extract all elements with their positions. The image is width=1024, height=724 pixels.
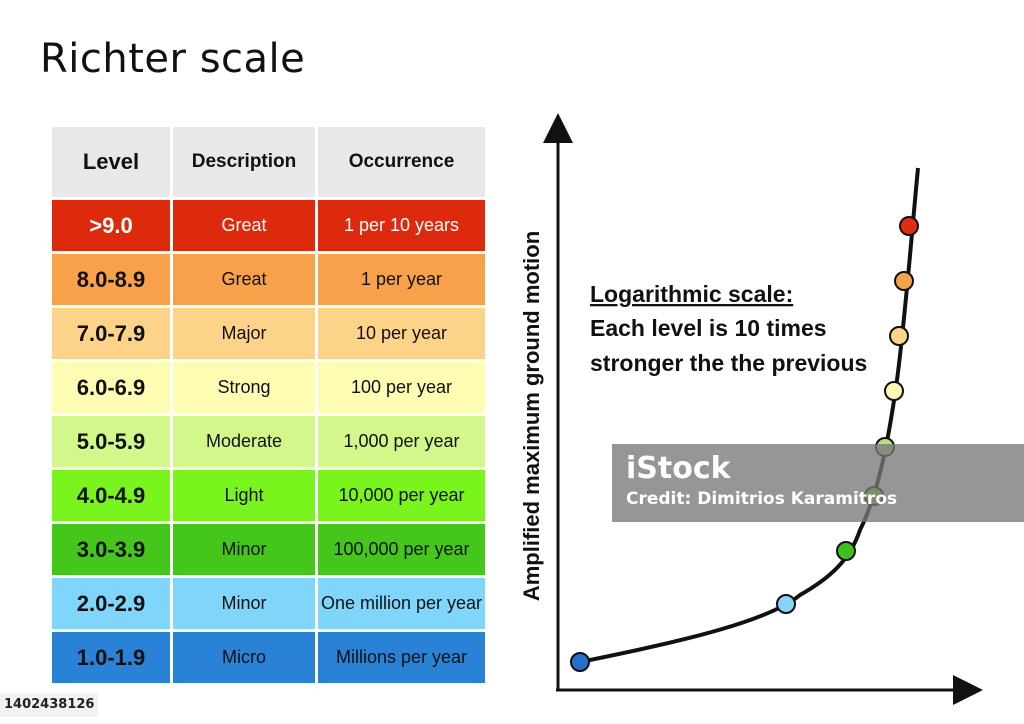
y-axis-label: Amplified maximum ground motion: [519, 231, 544, 601]
description-cell: Minor: [173, 524, 315, 575]
note-title: Logarithmic scale:: [590, 281, 793, 307]
description-cell: Light: [173, 470, 315, 521]
note-line-1: Each level is 10 times: [590, 315, 827, 341]
level-cell: 7.0-7.9: [52, 308, 170, 359]
description-cell: Moderate: [173, 416, 315, 467]
header-level: Level: [52, 127, 170, 197]
description-cell: Minor: [173, 578, 315, 629]
level-cell: 4.0-4.9: [52, 470, 170, 521]
watermark-credit: Credit: Dimitrios Karamitros: [626, 489, 898, 509]
exponential-curve: [579, 167, 920, 664]
table-row: 1.0-1.9 Micro Millions per year: [52, 632, 485, 683]
table-row: 7.0-7.9 Major 10 per year: [52, 308, 485, 359]
curve-point: [899, 216, 919, 236]
table-body: >9.0 Great 1 per 10 years 8.0-8.9 Great 1 per…: [52, 200, 485, 683]
occurrence-cell: 1,000 per year: [318, 416, 485, 467]
table-row: 5.0-5.9 Moderate 1,000 per year: [52, 416, 485, 467]
description-cell: Major: [173, 308, 315, 359]
level-cell: >9.0: [52, 200, 170, 251]
table-row: 8.0-8.9 Great 1 per year: [52, 254, 485, 305]
header-occurrence: Occurrence: [318, 127, 485, 197]
level-cell: 1.0-1.9: [52, 632, 170, 683]
occurrence-cell: 100 per year: [318, 362, 485, 413]
table-row: 3.0-3.9 Minor 100,000 per year: [52, 524, 485, 575]
curve-point: [836, 541, 856, 561]
description-cell: Strong: [173, 362, 315, 413]
description-cell: Micro: [173, 632, 315, 683]
description-cell: Great: [173, 254, 315, 305]
occurrence-cell: 1 per year: [318, 254, 485, 305]
occurrence-cell: Millions per year: [318, 632, 485, 683]
page-title: Richter scale: [40, 36, 306, 82]
curve-point: [889, 326, 909, 346]
level-cell: 5.0-5.9: [52, 416, 170, 467]
table-row: >9.0 Great 1 per 10 years: [52, 200, 485, 251]
description-cell: Great: [173, 200, 315, 251]
watermark-band: [612, 444, 1024, 522]
level-cell: 3.0-3.9: [52, 524, 170, 575]
curve-point: [894, 271, 914, 291]
stock-id: 1402438126: [0, 693, 99, 717]
level-cell: 6.0-6.9: [52, 362, 170, 413]
table-row: 6.0-6.9 Strong 100 per year: [52, 362, 485, 413]
curve-point: [570, 652, 590, 672]
occurrence-cell: 1 per 10 years: [318, 200, 485, 251]
header-description: Description: [173, 127, 315, 197]
occurrence-cell: 10 per year: [318, 308, 485, 359]
richter-table: Level Description Occurrence >9.0 Great 1 …: [49, 124, 488, 686]
table-row: 4.0-4.9 Light 10,000 per year: [52, 470, 485, 521]
curve-point: [776, 594, 796, 614]
note-line-2: stronger the the previous: [590, 350, 867, 376]
watermark-logo: iStock: [626, 451, 731, 486]
level-cell: 8.0-8.9: [52, 254, 170, 305]
curve-point: [884, 381, 904, 401]
occurrence-cell: 100,000 per year: [318, 524, 485, 575]
occurrence-cell: 10,000 per year: [318, 470, 485, 521]
table-row: 2.0-2.9 Minor One million per year: [52, 578, 485, 629]
table-header-row: Level Description Occurrence: [52, 127, 485, 197]
level-cell: 2.0-2.9: [52, 578, 170, 629]
occurrence-cell: One million per year: [318, 578, 485, 629]
